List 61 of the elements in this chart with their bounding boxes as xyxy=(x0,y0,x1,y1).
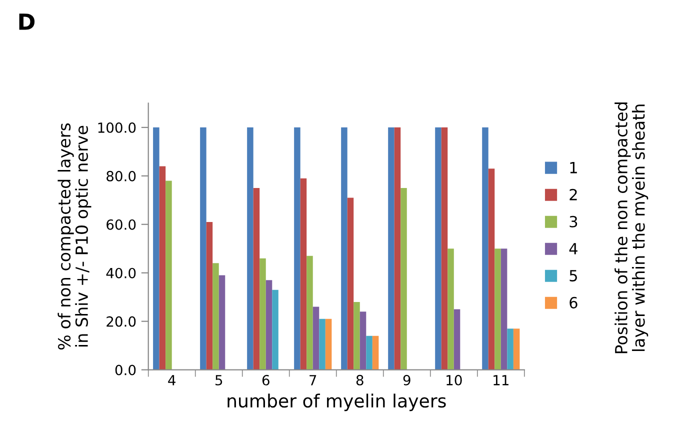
text: D xyxy=(19,14,35,30)
bar xyxy=(206,222,213,370)
bar xyxy=(319,318,326,370)
y-tick-label: 80.0 xyxy=(106,170,136,182)
legend-label: 5 xyxy=(570,270,577,282)
bar xyxy=(218,275,226,370)
bar xyxy=(166,180,172,370)
bar xyxy=(306,256,313,370)
y-tick-label: 20.0 xyxy=(106,316,136,327)
legend-label: 6 xyxy=(570,296,578,308)
bar xyxy=(300,178,307,370)
bar xyxy=(260,258,266,370)
y-axis-title: % of non compacted layers in Shiv +/- P10 optic nerve xyxy=(58,123,92,350)
bar xyxy=(400,188,407,370)
x-tick-label: 5 xyxy=(216,375,222,386)
bar xyxy=(253,188,260,370)
bar xyxy=(394,127,401,370)
bar xyxy=(312,306,320,370)
y-tick-label: 60.0 xyxy=(106,219,136,230)
bar xyxy=(347,198,354,370)
legend-label: 1 xyxy=(570,162,577,174)
y-tick-label: 0.0 xyxy=(115,364,136,376)
x-tick-label: 7 xyxy=(310,375,316,386)
legend-title: Position of the non compacted layer within the myein sheath xyxy=(614,102,648,354)
bar xyxy=(500,248,508,370)
bar xyxy=(507,328,514,370)
bar xyxy=(454,309,460,370)
y-tick-label: 100.0 xyxy=(98,122,136,133)
legend-label: 3 xyxy=(570,216,578,228)
bar xyxy=(159,166,166,370)
x-tick-label: 4 xyxy=(168,375,176,386)
legend-label: 4 xyxy=(569,243,578,254)
bar xyxy=(325,318,332,370)
bar xyxy=(482,127,488,370)
bar xyxy=(294,127,300,370)
bar xyxy=(360,312,366,370)
bar xyxy=(266,280,272,370)
bar xyxy=(372,336,379,370)
bar xyxy=(341,127,348,370)
bar xyxy=(153,127,160,370)
bar xyxy=(366,336,372,370)
y-tick-label: 40.0 xyxy=(106,268,136,278)
legend-label: 2 xyxy=(570,188,577,200)
bar xyxy=(272,290,278,370)
bar xyxy=(494,248,501,370)
x-axis-title: number of myelin layers xyxy=(228,394,446,412)
bar xyxy=(448,248,454,370)
bar xyxy=(513,328,520,370)
bar xyxy=(212,263,219,370)
x-tick-label: 8 xyxy=(356,374,364,386)
bar xyxy=(435,127,442,370)
bar xyxy=(200,127,206,370)
bar xyxy=(247,127,254,370)
x-tick-label: 11 xyxy=(494,375,508,386)
bar xyxy=(388,127,394,370)
x-tick-label: 9 xyxy=(403,374,410,386)
x-tick-label: 6 xyxy=(262,374,270,386)
x-tick-label: 10 xyxy=(446,374,462,386)
bar xyxy=(441,127,448,370)
bar xyxy=(488,168,495,370)
bar xyxy=(354,302,360,370)
